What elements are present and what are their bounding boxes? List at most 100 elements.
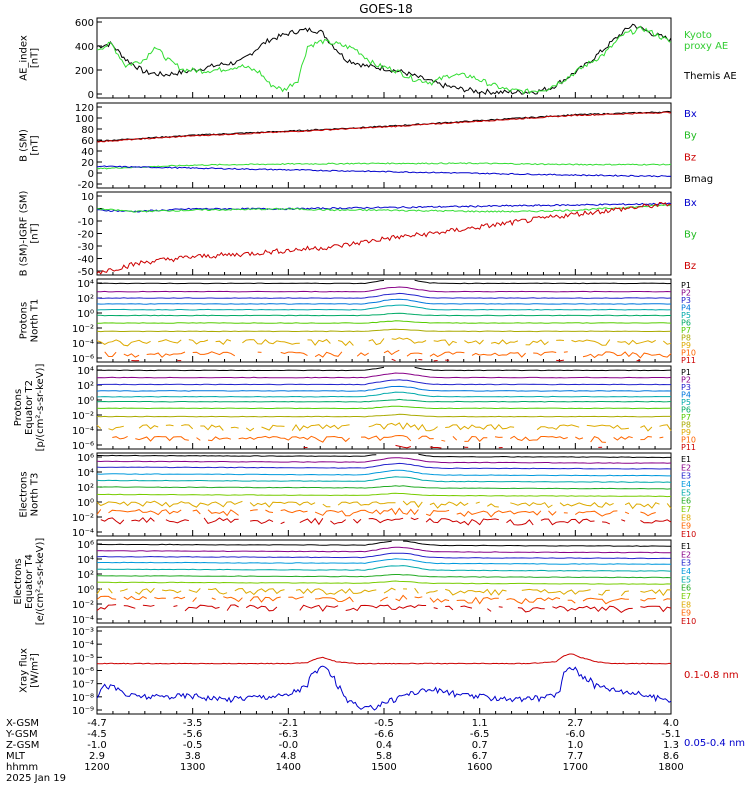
- channel-label: E5: [681, 575, 691, 584]
- channel-label: P1: [681, 281, 691, 290]
- series-line-p9: [96, 422, 672, 432]
- channel-label: P8: [681, 334, 691, 343]
- axis-tick-value: 1200: [84, 762, 109, 773]
- channel-label: E1: [681, 455, 691, 464]
- figure-title: GOES-18: [359, 2, 413, 16]
- y-axis-label: [nT]: [30, 135, 41, 155]
- panel-7: 10⁶ 10⁴ 10² 10⁰ 10⁻² 10⁻⁴ Electrons Equator T4[…: [13, 538, 696, 626]
- axis-tick-value: 4.0: [663, 718, 679, 729]
- y-tick-label: 10⁶: [77, 540, 94, 551]
- series-line-e10: [100, 517, 672, 526]
- y-tick-label: 10⁻⁴: [72, 640, 94, 651]
- series-line-e3: [96, 552, 671, 560]
- series-line-e4: [96, 469, 671, 477]
- panel-frame: [96, 191, 672, 276]
- y-axis-label: Protons: [19, 302, 30, 339]
- series-line-e1: [97, 453, 671, 459]
- y-tick-label: -10: [78, 217, 94, 228]
- y-tick-label: -30: [78, 242, 94, 253]
- series-line-kyoto: [96, 25, 672, 95]
- series-line-e3: [96, 462, 672, 470]
- channel-label: P2: [681, 376, 691, 385]
- y-tick-label: 10⁻⁹: [72, 706, 94, 717]
- y-tick-label: -40: [78, 255, 94, 266]
- y-tick-label: 10⁻²: [72, 324, 94, 335]
- y-tick-label: 10⁻⁴: [72, 615, 94, 626]
- y-tick-label: 10⁶: [77, 453, 94, 464]
- y-tick-label: 80: [81, 125, 94, 136]
- axis-tick-value: -0.0: [279, 740, 299, 751]
- series-line-p9: [96, 337, 672, 347]
- axis-row-label: X-GSM: [6, 718, 39, 729]
- series-line-p4: [96, 298, 672, 305]
- y-tick-label: -20: [78, 180, 94, 191]
- y-axis-label: Equator T4: [24, 554, 35, 609]
- axis-row-label: hhmm: [6, 762, 38, 773]
- y-tick-label: 10⁻⁵: [72, 653, 94, 664]
- series-line-p6: [96, 398, 672, 403]
- y-tick-label: 10⁴: [77, 366, 94, 377]
- series-line-p1: [97, 366, 672, 372]
- y-axis-label: B (SM)-IGRF (SM): [19, 191, 30, 277]
- y-axis-label: Protons: [13, 389, 24, 426]
- axis-tick-value: -6.3: [279, 729, 299, 740]
- channel-label: P6: [681, 319, 691, 328]
- y-tick-label: 10²: [77, 483, 94, 494]
- axis-tick-value: 1800: [658, 762, 683, 773]
- series-line-themis-ae: [96, 23, 672, 96]
- axis-tick-value: 3.8: [185, 751, 201, 762]
- series-line-p5: [96, 304, 672, 311]
- y-axis-label: B (SM): [19, 129, 30, 162]
- y-axis-label: Electrons: [19, 471, 30, 517]
- series-line-xray: [96, 665, 672, 711]
- axis-tick-value: 1500: [371, 762, 396, 773]
- panel-frame: [96, 365, 672, 450]
- channel-label: P5: [681, 311, 691, 320]
- series-line-p6: [97, 312, 671, 317]
- y-tick-label: 10⁻⁴: [72, 528, 94, 539]
- y-axis-label: Electrons: [13, 558, 24, 604]
- channel-label: E7: [681, 505, 691, 514]
- axis-row-label: MLT: [6, 751, 26, 762]
- series-line-e9: [97, 508, 667, 516]
- legend-entry: By: [684, 230, 697, 241]
- axis-tick-value: -6.0: [566, 729, 586, 740]
- axis-tick-value: -4.5: [87, 729, 107, 740]
- axis-tick-value: 0.4: [376, 740, 392, 751]
- series-line-p1: [96, 279, 672, 285]
- series-line-p5: [96, 391, 671, 398]
- y-tick-label: 10: [81, 192, 94, 203]
- legend-entry: 0.1-0.8 nm: [684, 670, 739, 681]
- channel-label: P10: [681, 436, 696, 445]
- y-tick-label: 10⁴: [77, 279, 94, 290]
- channel-label: P4: [681, 391, 691, 400]
- series-line-bx: [96, 165, 672, 178]
- legend-entry: Bz: [684, 152, 696, 163]
- series-line-bz: [96, 201, 672, 275]
- y-tick-label: 0: [88, 169, 94, 180]
- legend-entry: By: [684, 131, 697, 142]
- axis-tick-value: -0.5: [374, 718, 394, 729]
- y-tick-label: 10⁴: [77, 468, 94, 479]
- channel-label: P11: [681, 356, 696, 365]
- panel-3: 10 0-10 -20-30 -40-50 B (SM)-IGRF (SM) [nT] Bx…: [19, 191, 697, 278]
- channel-label: E2: [681, 463, 691, 472]
- y-axis-label: [nT]: [30, 223, 41, 243]
- channel-label: P7: [681, 326, 691, 335]
- channel-label: P9: [681, 428, 691, 437]
- channel-label: E9: [681, 609, 691, 618]
- series-line-p8: [96, 413, 671, 418]
- axis-tick-value: 0.7: [472, 740, 488, 751]
- channel-label: E1: [681, 542, 691, 551]
- y-tick-label: 100: [75, 114, 94, 125]
- axis-tick-value: -0.5: [183, 740, 203, 751]
- y-tick-label: 10⁻⁶: [72, 667, 94, 678]
- channel-label: P9: [681, 341, 691, 350]
- y-tick-label: 20: [81, 158, 94, 169]
- y-tick-label: 10⁻⁴: [72, 339, 94, 350]
- y-tick-label: 10²: [77, 294, 94, 305]
- y-tick-label: 10⁻⁶: [72, 354, 94, 365]
- series-line-p10: [104, 349, 672, 359]
